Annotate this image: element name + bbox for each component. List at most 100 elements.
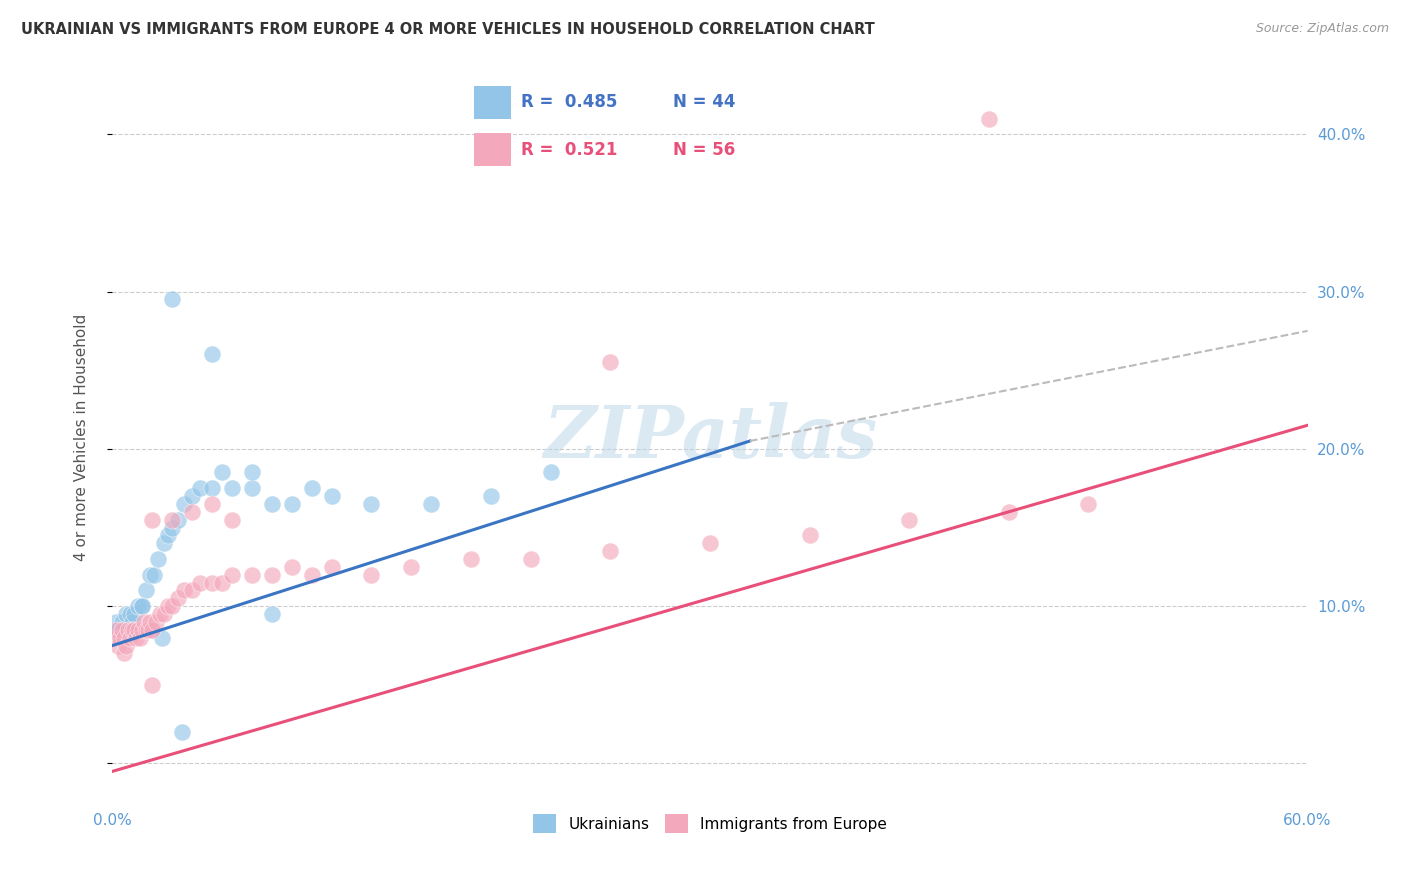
Point bbox=[145, 615, 167, 629]
Point bbox=[360, 567, 382, 582]
Point bbox=[110, 631, 132, 645]
Text: N = 56: N = 56 bbox=[673, 141, 735, 159]
Point bbox=[141, 623, 163, 637]
Point bbox=[148, 552, 170, 566]
Point bbox=[1077, 497, 1099, 511]
Point bbox=[221, 567, 243, 582]
Point bbox=[167, 513, 190, 527]
Point bbox=[211, 466, 233, 480]
Text: Source: ZipAtlas.com: Source: ZipAtlas.com bbox=[1256, 22, 1389, 36]
Point bbox=[260, 607, 283, 621]
Point bbox=[162, 513, 183, 527]
Point bbox=[301, 481, 323, 495]
Point bbox=[540, 466, 562, 480]
Point bbox=[260, 497, 283, 511]
Point bbox=[105, 623, 128, 637]
Legend: Ukrainians, Immigrants from Europe: Ukrainians, Immigrants from Europe bbox=[527, 808, 893, 839]
Point bbox=[115, 639, 138, 653]
Text: UKRAINIAN VS IMMIGRANTS FROM EUROPE 4 OR MORE VEHICLES IN HOUSEHOLD CORRELATION : UKRAINIAN VS IMMIGRANTS FROM EUROPE 4 OR… bbox=[21, 22, 875, 37]
Text: R =  0.521: R = 0.521 bbox=[522, 141, 617, 159]
Point bbox=[260, 567, 283, 582]
Point bbox=[120, 631, 142, 645]
Bar bbox=[474, 87, 512, 119]
Point bbox=[131, 623, 153, 637]
Point bbox=[103, 623, 125, 637]
Point bbox=[420, 497, 443, 511]
Point bbox=[103, 631, 125, 645]
Point bbox=[114, 631, 135, 645]
Point bbox=[977, 112, 1000, 126]
Point bbox=[153, 607, 176, 621]
Point bbox=[120, 607, 142, 621]
Point bbox=[181, 583, 204, 598]
Point bbox=[240, 481, 263, 495]
Point bbox=[201, 575, 224, 590]
Point bbox=[181, 489, 204, 503]
Point bbox=[301, 567, 323, 582]
Point bbox=[111, 623, 134, 637]
Point bbox=[479, 489, 502, 503]
Point bbox=[141, 623, 163, 637]
Point bbox=[699, 536, 721, 550]
Point bbox=[172, 725, 194, 739]
Point bbox=[143, 567, 166, 582]
Point bbox=[321, 559, 343, 574]
Point bbox=[240, 466, 263, 480]
Point bbox=[127, 623, 149, 637]
Bar bbox=[474, 133, 512, 166]
Point bbox=[135, 623, 157, 637]
Point bbox=[124, 623, 146, 637]
Point bbox=[599, 355, 621, 369]
Point bbox=[129, 631, 152, 645]
Point bbox=[107, 639, 129, 653]
Point bbox=[201, 497, 224, 511]
Point bbox=[181, 505, 204, 519]
Point bbox=[321, 489, 343, 503]
Point bbox=[114, 623, 135, 637]
Point bbox=[150, 631, 173, 645]
Point bbox=[221, 513, 243, 527]
Point bbox=[105, 615, 128, 629]
Point bbox=[157, 528, 180, 542]
Point bbox=[799, 528, 821, 542]
Point bbox=[201, 481, 224, 495]
Point bbox=[107, 623, 129, 637]
Point bbox=[520, 552, 543, 566]
Point bbox=[162, 520, 183, 534]
Text: ZIPatlas: ZIPatlas bbox=[543, 401, 877, 473]
Point bbox=[360, 497, 382, 511]
Point bbox=[240, 567, 263, 582]
Point bbox=[121, 615, 143, 629]
Point bbox=[117, 623, 139, 637]
Point bbox=[125, 631, 148, 645]
Point bbox=[139, 567, 162, 582]
Point bbox=[188, 481, 211, 495]
Point bbox=[139, 615, 162, 629]
Point bbox=[281, 497, 304, 511]
Y-axis label: 4 or more Vehicles in Household: 4 or more Vehicles in Household bbox=[75, 313, 89, 561]
Point bbox=[998, 505, 1021, 519]
Point bbox=[134, 615, 156, 629]
Point bbox=[162, 293, 183, 307]
Point bbox=[141, 678, 163, 692]
Point bbox=[460, 552, 482, 566]
Point bbox=[173, 497, 195, 511]
Point bbox=[121, 623, 143, 637]
Point bbox=[124, 607, 146, 621]
Point bbox=[898, 513, 921, 527]
Point bbox=[188, 575, 211, 590]
Point bbox=[157, 599, 180, 614]
Point bbox=[111, 615, 134, 629]
Point bbox=[167, 591, 190, 606]
Point bbox=[127, 599, 149, 614]
Point bbox=[153, 536, 176, 550]
Point bbox=[173, 583, 195, 598]
Point bbox=[115, 607, 138, 621]
Point bbox=[141, 513, 163, 527]
Point bbox=[162, 599, 183, 614]
Point bbox=[110, 631, 132, 645]
Point bbox=[221, 481, 243, 495]
Point bbox=[135, 583, 157, 598]
Point bbox=[131, 599, 153, 614]
Point bbox=[114, 646, 135, 660]
